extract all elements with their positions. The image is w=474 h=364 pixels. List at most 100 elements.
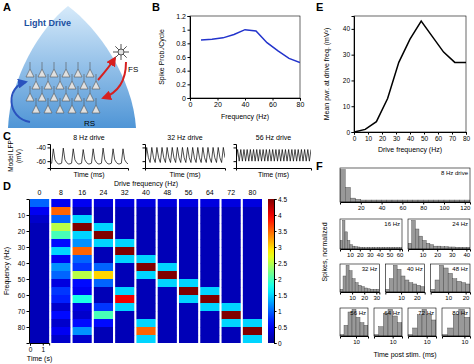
tick-label: 10 [343, 103, 351, 110]
tick-label: 40 [242, 101, 250, 108]
axis: 10 [375, 336, 403, 345]
frame [354, 16, 466, 132]
arrow [98, 58, 115, 80]
bar [358, 285, 361, 292]
heat-cell [94, 311, 113, 319]
tick: 30 [373, 292, 380, 301]
heat-cell [136, 335, 155, 343]
tick-label: 2.5 [278, 260, 287, 267]
panel-label: E [316, 1, 323, 13]
neuron [38, 62, 46, 77]
tick: 30 [393, 132, 401, 142]
plot-area [385, 265, 424, 292]
axis-title: Time (ms) [258, 171, 289, 179]
tick: 10 [445, 292, 452, 301]
tick-label: 30 [367, 252, 374, 258]
bar [466, 284, 470, 292]
heat-cell [222, 303, 241, 311]
neuron [50, 86, 58, 101]
tick: 20 [18, 228, 29, 235]
tick: 30 [343, 51, 354, 58]
tick-mark [352, 106, 355, 107]
heat-cell [51, 239, 70, 247]
heat-cell [200, 287, 219, 295]
bar [434, 246, 438, 249]
tick: 80 [420, 202, 427, 211]
neuron [86, 62, 94, 77]
heat-cell [115, 199, 134, 207]
axis-line [341, 293, 380, 295]
heat-cell [136, 279, 155, 287]
tick-mark [401, 292, 402, 295]
bar [357, 247, 359, 249]
neuron [86, 86, 94, 101]
heat-cell [30, 319, 49, 327]
axis-line [409, 337, 437, 339]
trace-title: 56 Hz drive [256, 134, 292, 141]
tick: 30 [449, 249, 456, 258]
frame [340, 308, 368, 336]
axis-title: Time (ms) [73, 171, 104, 179]
heat-cell [73, 223, 92, 231]
tick-label: 80 [420, 205, 427, 211]
tick-label: 20 [358, 205, 365, 211]
bar [345, 232, 347, 249]
bar [441, 247, 445, 249]
heat-cell [200, 207, 219, 215]
tick: 10 [424, 336, 431, 345]
heat-cell [200, 215, 219, 223]
neuron [44, 98, 52, 113]
heat-cell [136, 223, 155, 231]
axis-line [341, 337, 369, 339]
heat-cell [179, 223, 198, 231]
heat-cell [30, 287, 49, 295]
heat-cell [73, 319, 92, 327]
tick: 50 [18, 276, 29, 283]
panel-title: 72 Hz [418, 310, 434, 316]
heat-cell [73, 199, 92, 207]
bar [352, 279, 355, 292]
bar [431, 289, 435, 292]
heat-cell [158, 255, 177, 263]
heat-cell [73, 255, 92, 263]
tick: 1.2 [176, 13, 190, 20]
heat-cell [51, 247, 70, 255]
tick: 40 [464, 249, 471, 258]
heat-cell [136, 231, 155, 239]
bar [345, 187, 350, 202]
heat-cell [243, 239, 262, 247]
bar [383, 313, 388, 336]
heat-cell [73, 231, 92, 239]
tick-mark [427, 336, 428, 339]
plot-area [442, 309, 470, 336]
neuron [80, 74, 88, 89]
panel-title: 64 Hz [384, 310, 400, 316]
heat-cell [136, 287, 155, 295]
heat-cell [136, 207, 155, 215]
tick-label: 2 [278, 276, 282, 283]
tick-label: 100 [439, 205, 450, 211]
tick-label: 30 [343, 51, 351, 58]
neuron [56, 98, 64, 113]
tick: 50 [387, 249, 394, 258]
tick: 70 [18, 308, 29, 315]
bar [373, 289, 376, 292]
tick-label: 60 [435, 135, 443, 142]
neuron [62, 62, 70, 77]
tick-mark [188, 98, 191, 99]
heat-cell [158, 271, 177, 279]
heat-cell [94, 215, 113, 223]
line [354, 21, 466, 132]
heat-cell [73, 207, 92, 215]
tick-label: 10 [445, 295, 452, 301]
tick-label: 10 [424, 339, 431, 345]
axis: 20406080100120 [341, 202, 471, 211]
tick-label: 70 [449, 135, 457, 142]
frame [442, 308, 470, 336]
heat-cell [136, 199, 155, 207]
tick: 40 [18, 260, 29, 267]
heat-cell [243, 231, 262, 239]
bar [379, 327, 384, 336]
bar [340, 170, 345, 202]
tick-label: 20 [414, 295, 421, 301]
